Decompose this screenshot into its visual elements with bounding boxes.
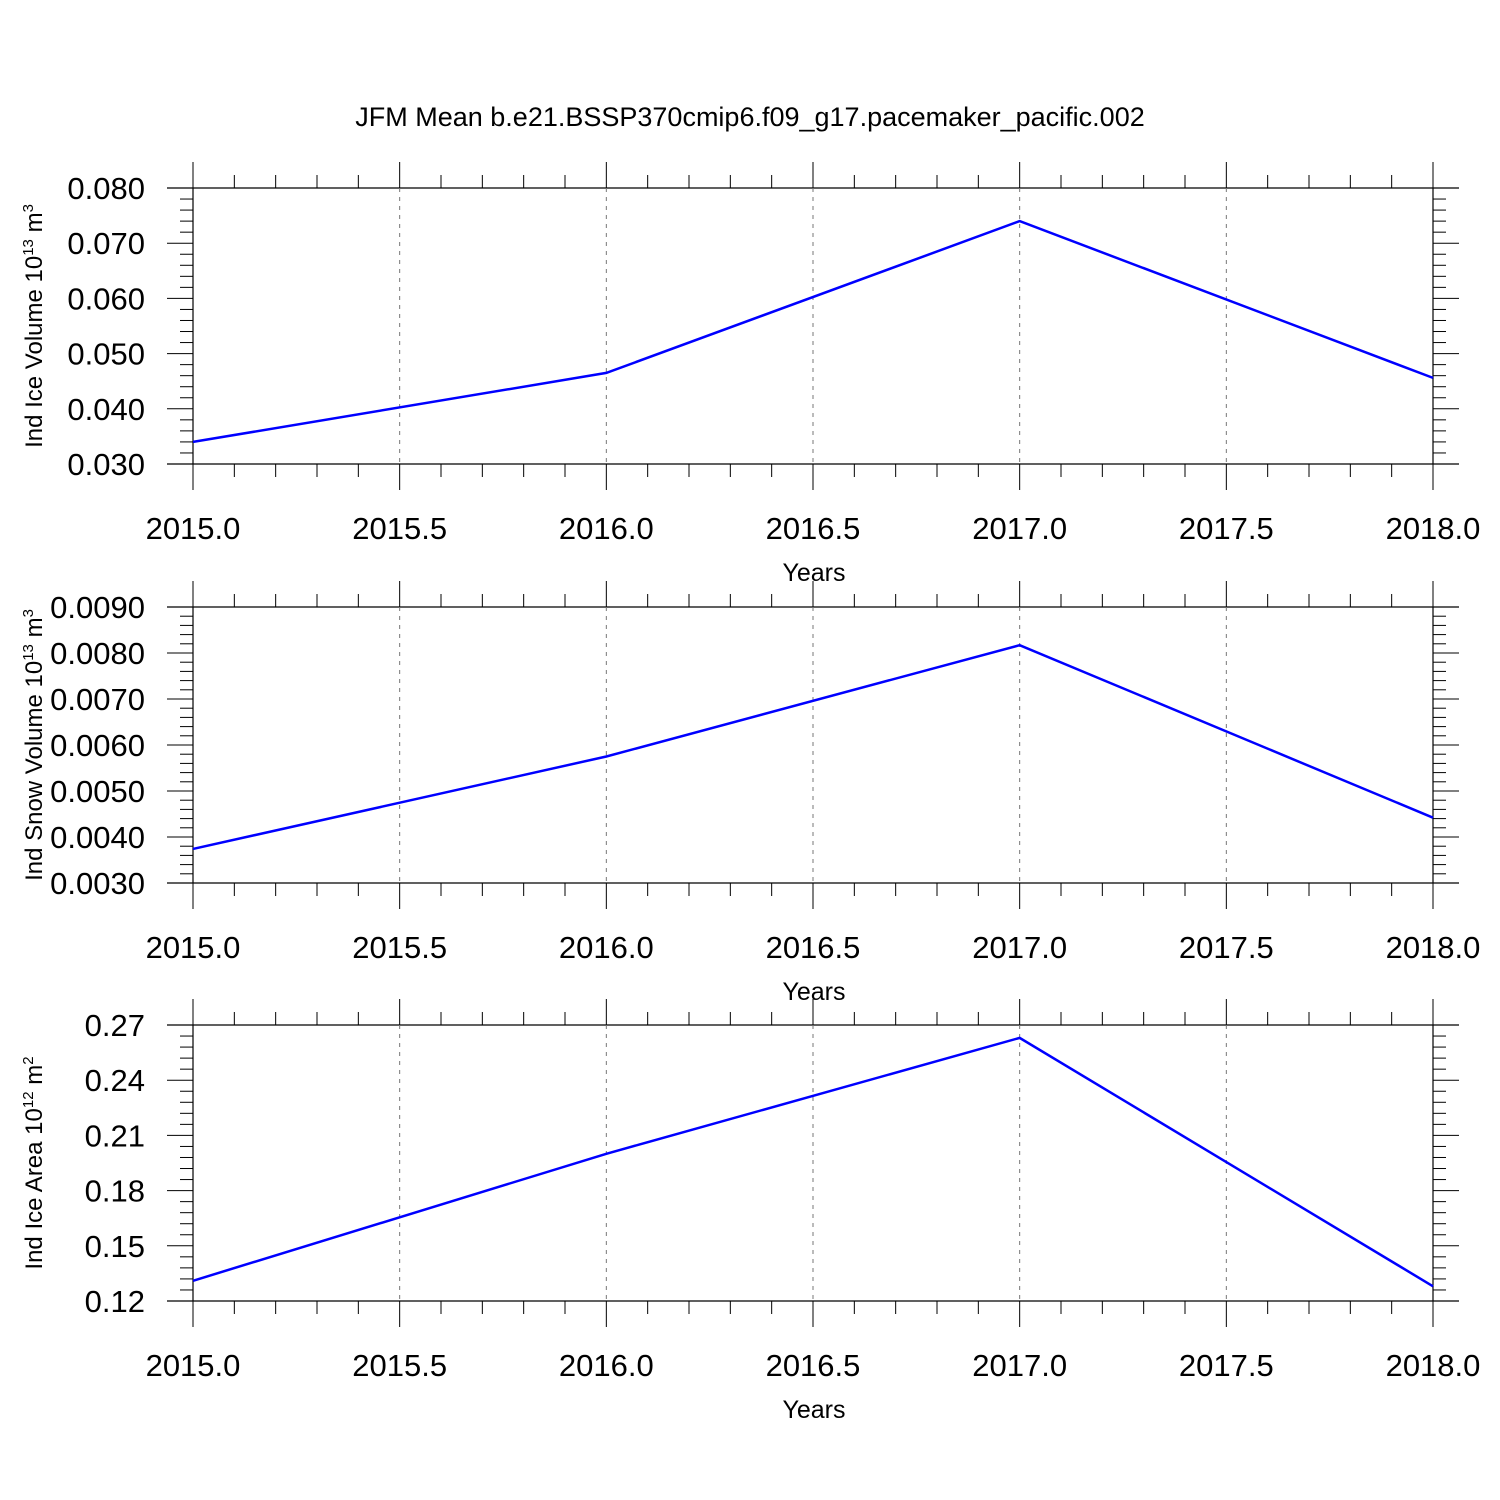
x-tick-label: 2015.0: [146, 511, 241, 546]
y-tick-label: 0.0080: [50, 636, 145, 671]
y-tick-label: 0.080: [67, 171, 145, 206]
x-tick-label: 2017.5: [1179, 511, 1274, 546]
y-axis-label-part: 13: [20, 239, 37, 256]
x-tick-label: 2017.0: [972, 511, 1067, 546]
data-line: [192, 219, 1434, 444]
x-tick-label: 2016.5: [766, 511, 861, 546]
y-tick-label: 0.27: [85, 1008, 145, 1043]
x-tick-label: 2017.0: [972, 1348, 1067, 1383]
x-tick-label: 2016.5: [766, 930, 861, 965]
y-axis-label-part: 2: [20, 1056, 37, 1064]
y-axis-label: Ind Ice Volume 1013 m3: [20, 204, 48, 448]
y-axis-label: Ind Ice Area 1012 m2: [20, 1056, 48, 1269]
y-tick-label: 0.040: [67, 392, 145, 427]
y-tick-label: 0.050: [67, 337, 145, 372]
y-tick-label: 0.060: [67, 281, 145, 316]
data-line: [192, 1036, 1434, 1288]
x-tick-label: 2015.0: [146, 1348, 241, 1383]
x-tick-label: 2016.0: [559, 1348, 654, 1383]
y-tick-label: 0.0040: [50, 820, 145, 855]
y-tick-label: 0.0060: [50, 728, 145, 763]
x-axis-label: Years: [782, 978, 845, 1006]
x-tick-label: 2016.0: [559, 930, 654, 965]
y-tick-label: 0.070: [67, 226, 145, 261]
y-axis-label-part: Ind Ice Volume 10: [21, 256, 48, 448]
data-line: [192, 643, 1434, 851]
y-axis-label-part: Ind Snow Volume 10: [21, 661, 48, 881]
y-tick-label: 0.0030: [50, 866, 145, 901]
x-tick-label: 2018.0: [1386, 930, 1481, 965]
y-tick-label: 0.030: [67, 447, 145, 482]
x-tick-label: 2017.0: [972, 930, 1067, 965]
y-axis-label-part: 12: [20, 1091, 37, 1108]
x-tick-label: 2015.5: [352, 930, 447, 965]
y-axis-label-part: 3: [20, 204, 37, 212]
x-tick-label: 2018.0: [1386, 511, 1481, 546]
y-tick-label: 0.21: [85, 1118, 145, 1153]
y-axis-label-part: m: [21, 617, 48, 644]
x-axis-label: Years: [782, 1396, 845, 1424]
x-axis-label: Years: [782, 559, 845, 587]
y-axis-label-part: m: [21, 212, 48, 239]
x-tick-label: 2015.5: [352, 1348, 447, 1383]
x-tick-label: 2017.5: [1179, 1348, 1274, 1383]
y-tick-label: 0.0050: [50, 774, 145, 809]
chart-title: JFM Mean b.e21.BSSP370cmip6.f09_g17.pace…: [355, 102, 1144, 132]
x-tick-label: 2015.0: [146, 930, 241, 965]
y-tick-label: 0.0070: [50, 682, 145, 717]
y-tick-label: 0.15: [85, 1229, 145, 1264]
y-axis-label-part: 3: [20, 609, 37, 617]
x-tick-label: 2016.0: [559, 511, 654, 546]
y-axis-label-part: m: [21, 1065, 48, 1092]
x-tick-label: 2016.5: [766, 1348, 861, 1383]
x-tick-label: 2018.0: [1386, 1348, 1481, 1383]
x-tick-label: 2015.5: [352, 511, 447, 546]
y-tick-label: 0.24: [85, 1063, 145, 1098]
y-axis-label: Ind Snow Volume 1013 m3: [20, 609, 48, 881]
y-tick-label: 0.18: [85, 1174, 145, 1209]
y-tick-label: 0.12: [85, 1284, 145, 1319]
y-axis-label-part: 13: [20, 644, 37, 661]
x-tick-label: 2017.5: [1179, 930, 1274, 965]
y-tick-label: 0.0090: [50, 590, 145, 625]
y-axis-label-part: Ind Ice Area 10: [21, 1108, 48, 1269]
